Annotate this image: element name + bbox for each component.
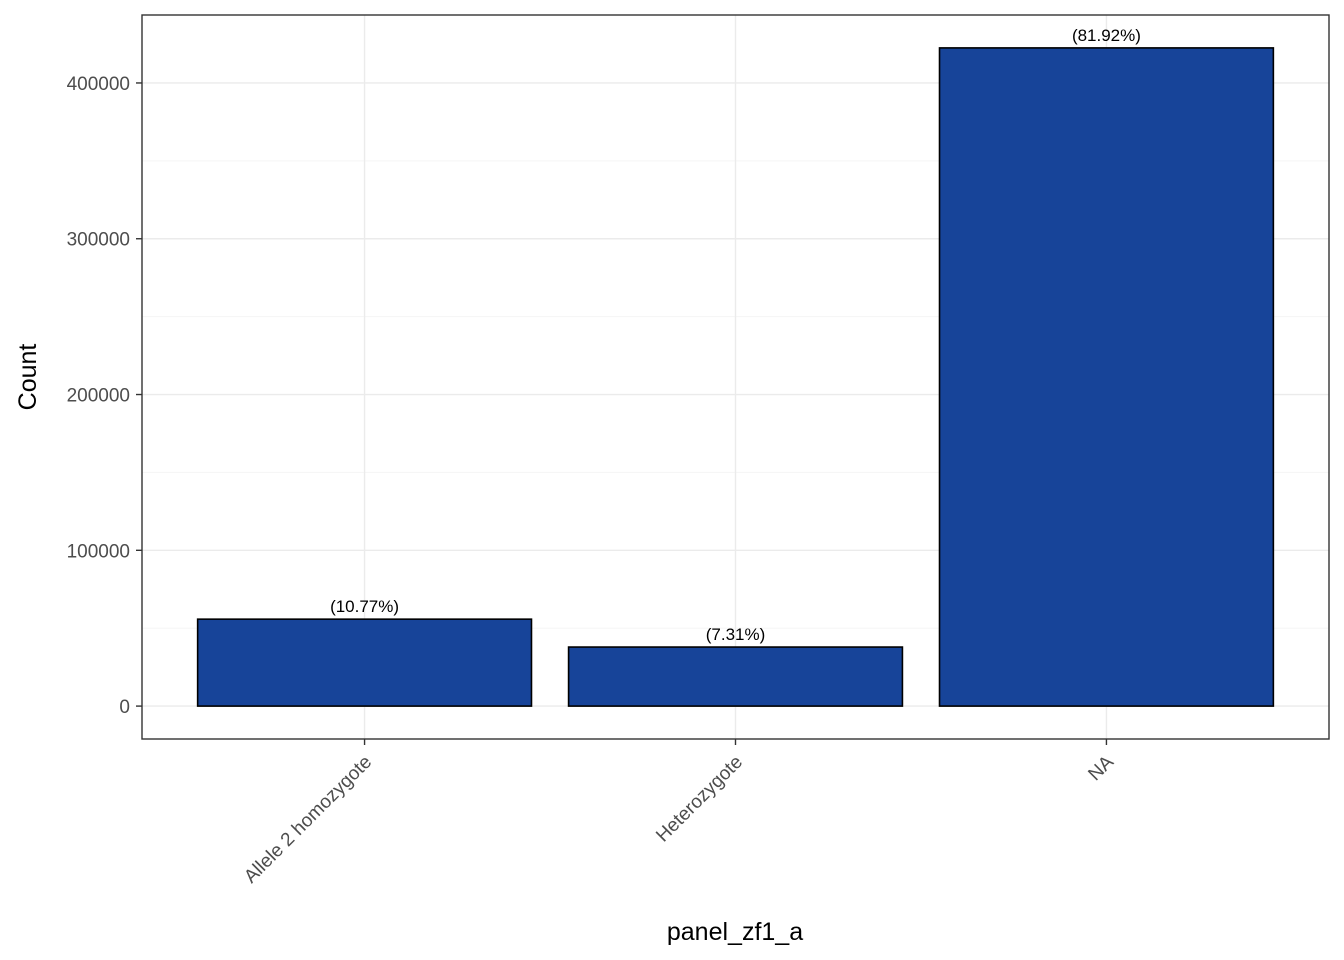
data-labels: (10.77%) (7.31%) (81.92%) [330, 26, 1141, 644]
y-tick-label: 400000 [67, 74, 130, 95]
x-tick-label: Allele 2 homozygote [240, 752, 376, 888]
bars [196, 47, 1275, 707]
x-tick-label: Heterozygote [652, 752, 747, 847]
bar [567, 646, 904, 707]
bar-data-label: (81.92%) [1072, 26, 1141, 45]
bar [938, 47, 1275, 707]
x-tick-label: NA [1084, 751, 1118, 785]
y-tick-label: 100000 [67, 541, 130, 562]
y-tick-label: 0 [119, 697, 130, 718]
y-axis-title: Count [14, 344, 42, 411]
x-axis-title: panel_zf1_a [667, 918, 803, 946]
y-tick-label: 300000 [67, 230, 130, 251]
bar [196, 618, 533, 707]
y-tick-label: 200000 [67, 386, 130, 407]
bar-data-label: (7.31%) [706, 625, 766, 644]
bar-data-label: (10.77%) [330, 597, 399, 616]
